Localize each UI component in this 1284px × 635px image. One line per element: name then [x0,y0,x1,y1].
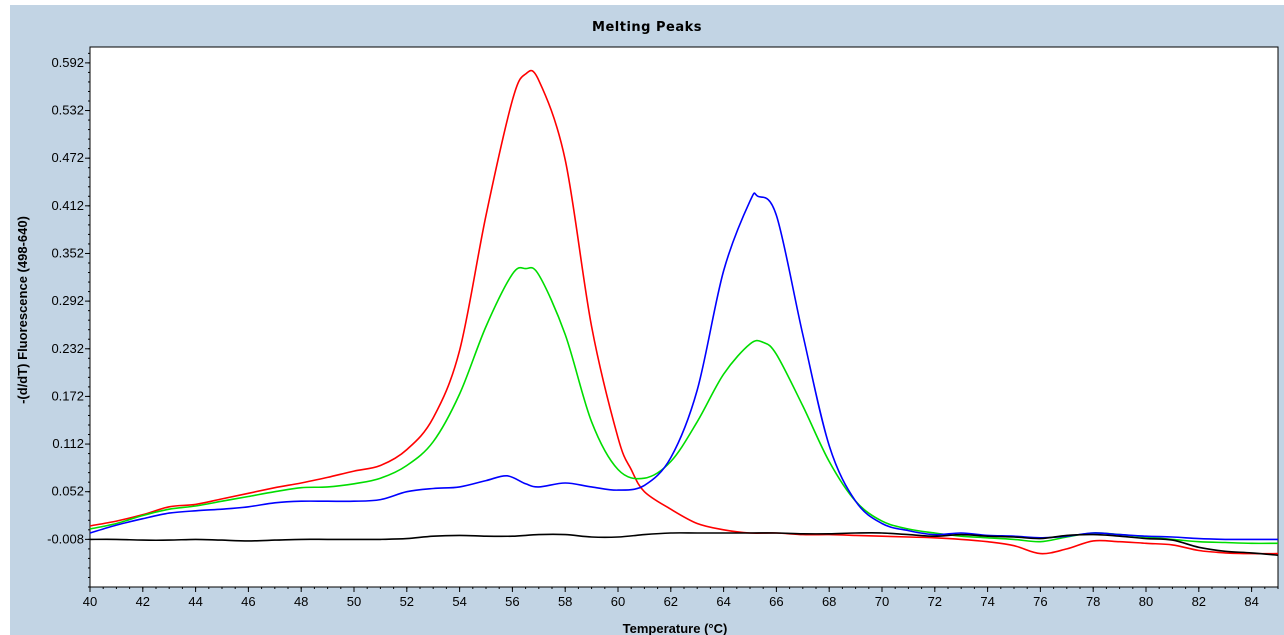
series-line-1 [89,69,1279,555]
y-tick-label: 0.232 [51,341,84,356]
y-axis-title: -(d/dT) Fluorescence (498-640) [15,216,30,404]
title-bar [10,5,1284,47]
y-tick-label: 0.292 [51,293,84,308]
x-tick-label: 48 [294,594,308,609]
x-tick-label: 70 [875,594,889,609]
x-tick-label: 60 [611,594,625,609]
y-tick-label: 0.592 [51,55,84,70]
x-axis-band [90,587,1284,635]
x-tick-label: 50 [347,594,361,609]
x-tick-label: 76 [1033,594,1047,609]
x-tick-label: 62 [664,594,678,609]
x-tick-label: 72 [928,594,942,609]
series-layer [89,69,1279,556]
y-tick-label: 0.052 [51,484,84,499]
y-tick-label: -0.008 [47,531,84,546]
y-axis-band [10,47,90,635]
x-tick-label: 52 [400,594,414,609]
y-tick-label: 0.532 [51,103,84,118]
y-tick-label: 0.412 [51,198,84,213]
x-tick-label: 54 [452,594,466,609]
x-tick-label: 78 [1086,594,1100,609]
x-tick-label: 40 [83,594,97,609]
x-tick-label: 44 [188,594,202,609]
chart-title: Melting Peaks [592,20,702,35]
x-axis-title: Temperature (°C) [623,621,728,635]
x-tick-label: 46 [241,594,255,609]
x-tick-label: 58 [558,594,572,609]
y-tick-label: 0.472 [51,150,84,165]
y-tick-label: 0.172 [51,388,84,403]
x-tick-label: 68 [822,594,836,609]
plot-area [89,46,1279,588]
x-tick-label: 56 [505,594,519,609]
y-tick-label: 0.352 [51,245,84,260]
axes: -0.008 0.052 0.112 0.172 0.232 0.292 0.352 0.41… [47,52,1279,609]
y-tick-label: 0.112 [52,436,84,451]
right-border-band [1278,47,1284,587]
plot-background [89,46,1279,588]
x-tick-label: 64 [716,594,730,609]
x-tick-label: 74 [980,594,994,609]
x-tick-label: 82 [1192,594,1206,609]
x-tick-label: 80 [1139,594,1153,609]
x-tick-label: 84 [1244,594,1258,609]
x-tick-label: 42 [136,594,150,609]
series-line-4 [89,532,1279,556]
x-tick-label: 66 [769,594,783,609]
